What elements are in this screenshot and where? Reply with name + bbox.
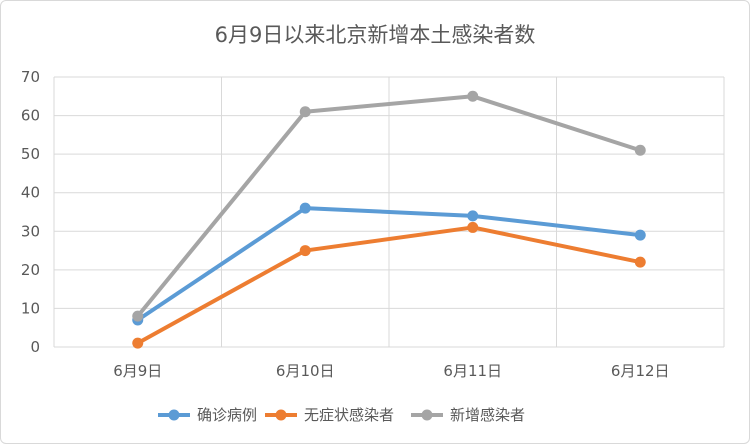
- y-tick-label-10: 10: [21, 299, 40, 317]
- series-1-point-3: [634, 256, 646, 268]
- series-2-point-1: [299, 106, 311, 118]
- x-tick-label-1: 6月10日: [276, 362, 335, 380]
- chart-title: 6月9日以来北京新增本土感染者数: [214, 23, 536, 47]
- series-0-point-3: [634, 229, 646, 241]
- series-1-point-2: [467, 221, 479, 233]
- legend-label-0: 确诊病例: [197, 406, 257, 424]
- series-1-point-0: [132, 337, 144, 349]
- y-tick-label-30: 30: [21, 222, 40, 240]
- series-line-1: [135, 225, 643, 346]
- y-tick-label-50: 50: [21, 145, 40, 163]
- x-tick-label-2: 6月11日: [443, 362, 502, 380]
- series-0-point-2: [467, 210, 479, 222]
- legend-marker-1: [275, 409, 287, 421]
- series-2-point-2: [467, 90, 479, 102]
- legend-label-2: 新增感染者: [450, 406, 525, 424]
- legend-marker-0: [168, 409, 180, 421]
- series-line-0: [135, 206, 643, 322]
- x-tick-label-3: 6月12日: [611, 362, 670, 380]
- y-tick-label-20: 20: [21, 261, 40, 279]
- y-tick-label-40: 40: [21, 184, 40, 202]
- series-1-point-1: [299, 245, 311, 257]
- series-0-point-1: [299, 202, 311, 214]
- series-2-point-3: [634, 144, 646, 156]
- legend-marker-2: [421, 409, 433, 421]
- legend-label-1: 无症状感染者: [304, 406, 394, 424]
- y-tick-label-70: 70: [21, 68, 40, 86]
- x-tick-label-0: 6月9日: [113, 362, 162, 380]
- series-line-2: [135, 94, 643, 319]
- series-2-point-0: [132, 310, 144, 322]
- y-tick-label-60: 60: [21, 107, 40, 125]
- y-tick-label-0: 0: [30, 338, 40, 356]
